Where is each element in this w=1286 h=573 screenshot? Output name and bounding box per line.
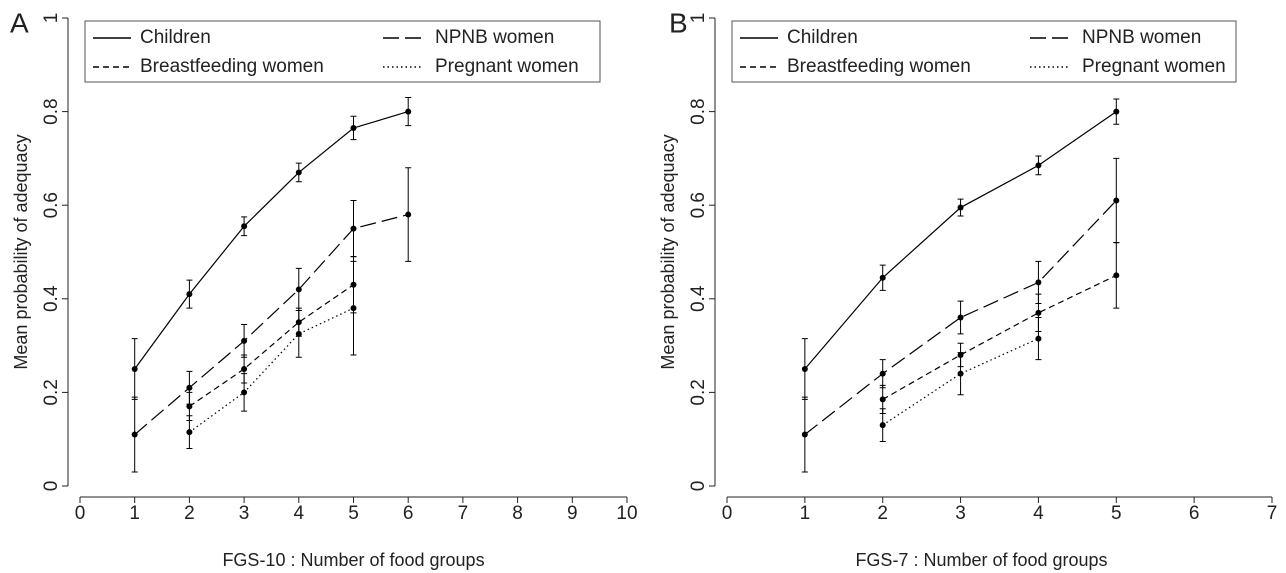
data-point [879,370,886,377]
data-point [1113,108,1120,115]
x-axis-title: FGS-7 : Number of food groups [855,550,1107,570]
data-point [879,422,886,429]
data-point [1113,197,1120,204]
data-point [350,225,357,232]
x-tick-label: 10 [616,503,637,524]
y-tick-label: 1 [41,13,62,24]
panel-label: B [669,7,688,38]
y-axis-title: Mean probability of adequacy [658,134,678,369]
x-tick-label: 9 [567,503,578,524]
x-tick-label: 8 [512,503,523,524]
data-point [186,291,193,298]
y-tick-label: 1 [688,13,709,24]
data-point [241,223,248,230]
y-tick-label: 0.8 [41,98,62,124]
y-tick-label: 0.4 [688,285,709,312]
data-point [405,211,412,218]
data-point [350,305,357,312]
series-line [189,307,354,433]
x-axis-title: FGS-10 : Number of food groups [222,550,484,570]
legend-box [84,20,601,83]
data-point [879,274,886,281]
x-tick-label: 6 [403,503,414,524]
x-tick-label: 2 [184,503,195,524]
series-line [882,274,1117,400]
x-tick-label: 5 [348,503,359,524]
series-line [804,200,1117,435]
x-tick-label: 1 [800,503,811,524]
data-point [186,384,193,391]
x-tick-label: 7 [1267,503,1278,524]
series-line [134,111,409,370]
legend-label: Pregnant women [1082,56,1226,77]
x-tick-label: 5 [1111,503,1122,524]
panel: 0 0.2 0.4 0.6 0.8 1 0 1 2 3 4 5 6 7 Mean probability o… [658,7,1278,569]
x-tick-label: 1 [129,503,140,524]
data-point [295,330,302,337]
data-point [131,431,138,438]
legend-label: NPNB women [1082,27,1201,48]
series-line [134,213,409,435]
data-point [295,286,302,293]
x-tick-label: 4 [294,503,305,524]
data-point [801,431,808,438]
x-tick-label: 3 [239,503,250,524]
legend-label: Pregnant women [435,56,579,77]
data-point [241,337,248,344]
legend-label: Breastfeeding women [787,56,971,77]
data-point [1035,309,1042,316]
x-tick-label: 2 [877,503,888,524]
data-point [186,403,193,410]
y-tick-label: 0.6 [688,192,709,218]
data-point [1035,162,1042,169]
panel-label: A [10,7,29,38]
y-tick-label: 0 [41,481,62,492]
data-point [131,366,138,372]
data-point [350,124,357,131]
y-axis-title: Mean probability of adequacy [11,134,31,369]
data-point [957,370,964,377]
data-point [295,169,302,176]
x-tick-label: 4 [1033,503,1044,524]
data-point [186,429,193,436]
legend-label: NPNB women [435,27,554,48]
legend-label: Children [140,27,211,48]
x-tick-label: 3 [955,503,966,524]
data-point [405,108,412,115]
data-point [241,366,248,372]
data-point [1113,272,1120,279]
legend-box [731,20,1237,83]
y-tick-label: 0.2 [41,379,62,405]
x-tick-label: 0 [722,503,733,524]
data-point [1035,335,1042,342]
legend-label: Children [787,27,858,48]
data-point [1035,279,1042,286]
x-tick-label: 6 [1189,503,1200,524]
data-point [957,204,964,211]
series-line [189,284,354,407]
data-point [957,314,964,321]
data-point [241,389,248,396]
x-tick-label: 0 [75,503,86,524]
data-point [801,366,808,372]
y-tick-label: 0.4 [41,285,62,312]
x-tick-label: 7 [458,503,469,524]
legend-label: Breastfeeding women [140,56,324,77]
data-point [879,396,886,403]
y-tick-label: 0 [688,481,709,492]
y-tick-label: 0.6 [41,192,62,218]
y-tick-label: 0.8 [688,98,709,124]
y-tick-label: 0.2 [688,379,709,405]
